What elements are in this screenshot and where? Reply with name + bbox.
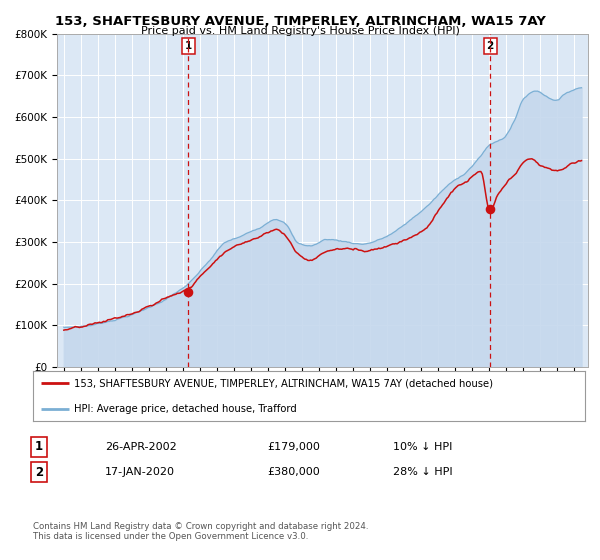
- Text: 1: 1: [185, 41, 192, 51]
- Text: £380,000: £380,000: [267, 467, 320, 477]
- Text: 153, SHAFTESBURY AVENUE, TIMPERLEY, ALTRINCHAM, WA15 7AY (detached house): 153, SHAFTESBURY AVENUE, TIMPERLEY, ALTR…: [74, 379, 493, 388]
- Text: Contains HM Land Registry data © Crown copyright and database right 2024.
This d: Contains HM Land Registry data © Crown c…: [33, 522, 368, 542]
- Text: £179,000: £179,000: [267, 442, 320, 452]
- Text: 26-APR-2002: 26-APR-2002: [105, 442, 177, 452]
- Text: HPI: Average price, detached house, Trafford: HPI: Average price, detached house, Traf…: [74, 404, 297, 413]
- Text: 153, SHAFTESBURY AVENUE, TIMPERLEY, ALTRINCHAM, WA15 7AY: 153, SHAFTESBURY AVENUE, TIMPERLEY, ALTR…: [55, 15, 545, 27]
- Text: 2: 2: [35, 465, 43, 479]
- Text: 28% ↓ HPI: 28% ↓ HPI: [393, 467, 452, 477]
- Text: 10% ↓ HPI: 10% ↓ HPI: [393, 442, 452, 452]
- Text: 2: 2: [487, 41, 494, 51]
- Text: 17-JAN-2020: 17-JAN-2020: [105, 467, 175, 477]
- Point: [184, 288, 193, 297]
- Text: Price paid vs. HM Land Registry's House Price Index (HPI): Price paid vs. HM Land Registry's House …: [140, 26, 460, 36]
- Point: [485, 204, 495, 213]
- Text: 1: 1: [35, 440, 43, 454]
